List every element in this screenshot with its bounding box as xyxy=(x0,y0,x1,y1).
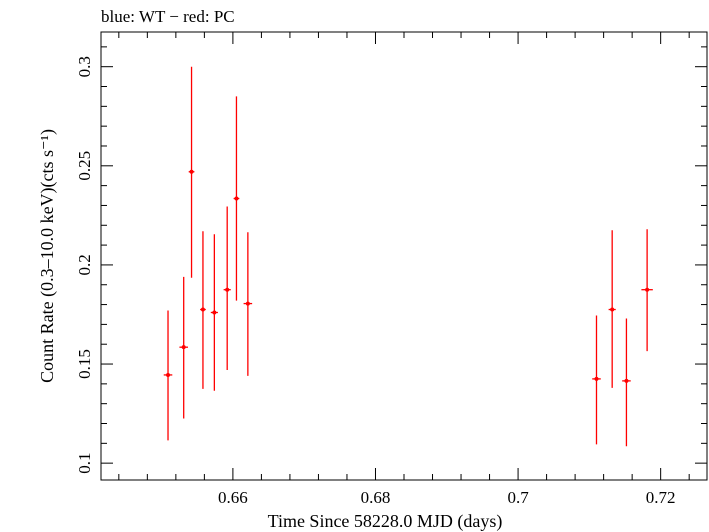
point-marker xyxy=(166,372,171,377)
y-tick-label: 0.2 xyxy=(75,254,94,275)
x-tick-label: 0.72 xyxy=(646,488,676,507)
x-axis: 0.66 0.68 0.7 0.72 xyxy=(118,32,690,507)
point-marker xyxy=(200,307,205,312)
point-marker xyxy=(610,307,615,312)
y-axis-label: Count Rate (0.3–10.0 keV)(cts s⁻¹) xyxy=(37,129,58,383)
point-marker xyxy=(624,378,629,383)
y-tick-label: 0.1 xyxy=(75,453,94,474)
data-point xyxy=(179,276,188,419)
point-marker xyxy=(234,196,239,201)
x-tick-label: 0.7 xyxy=(507,488,529,507)
x-tick-label: 0.68 xyxy=(361,488,391,507)
data-point xyxy=(200,231,206,389)
y-tick-label: 0.3 xyxy=(75,56,94,77)
point-marker xyxy=(189,169,194,174)
data-point xyxy=(223,206,231,370)
x-axis-label: Time Since 58228.0 MJD (days) xyxy=(268,511,503,532)
data-point xyxy=(210,234,218,391)
data-point xyxy=(188,66,195,278)
data-point xyxy=(592,315,601,445)
data-point xyxy=(163,310,173,441)
y-tick-label: 0.25 xyxy=(75,151,94,181)
x-tick-label: 0.66 xyxy=(218,488,248,507)
y-axis: 0.1 0.15 0.2 0.25 0.3 xyxy=(75,46,707,474)
data-point xyxy=(622,318,631,447)
data-point xyxy=(233,96,240,301)
chart-title: blue: WT − red: PC xyxy=(101,7,235,26)
data-point xyxy=(608,230,616,388)
point-marker xyxy=(245,301,250,306)
point-marker xyxy=(212,310,217,315)
point-marker xyxy=(645,287,650,292)
point-marker xyxy=(594,376,599,381)
point-marker xyxy=(225,287,230,292)
pc-series xyxy=(163,66,653,447)
point-marker xyxy=(181,345,186,350)
y-tick-label: 0.15 xyxy=(75,349,94,379)
data-point xyxy=(641,229,653,352)
data-point xyxy=(243,232,253,376)
